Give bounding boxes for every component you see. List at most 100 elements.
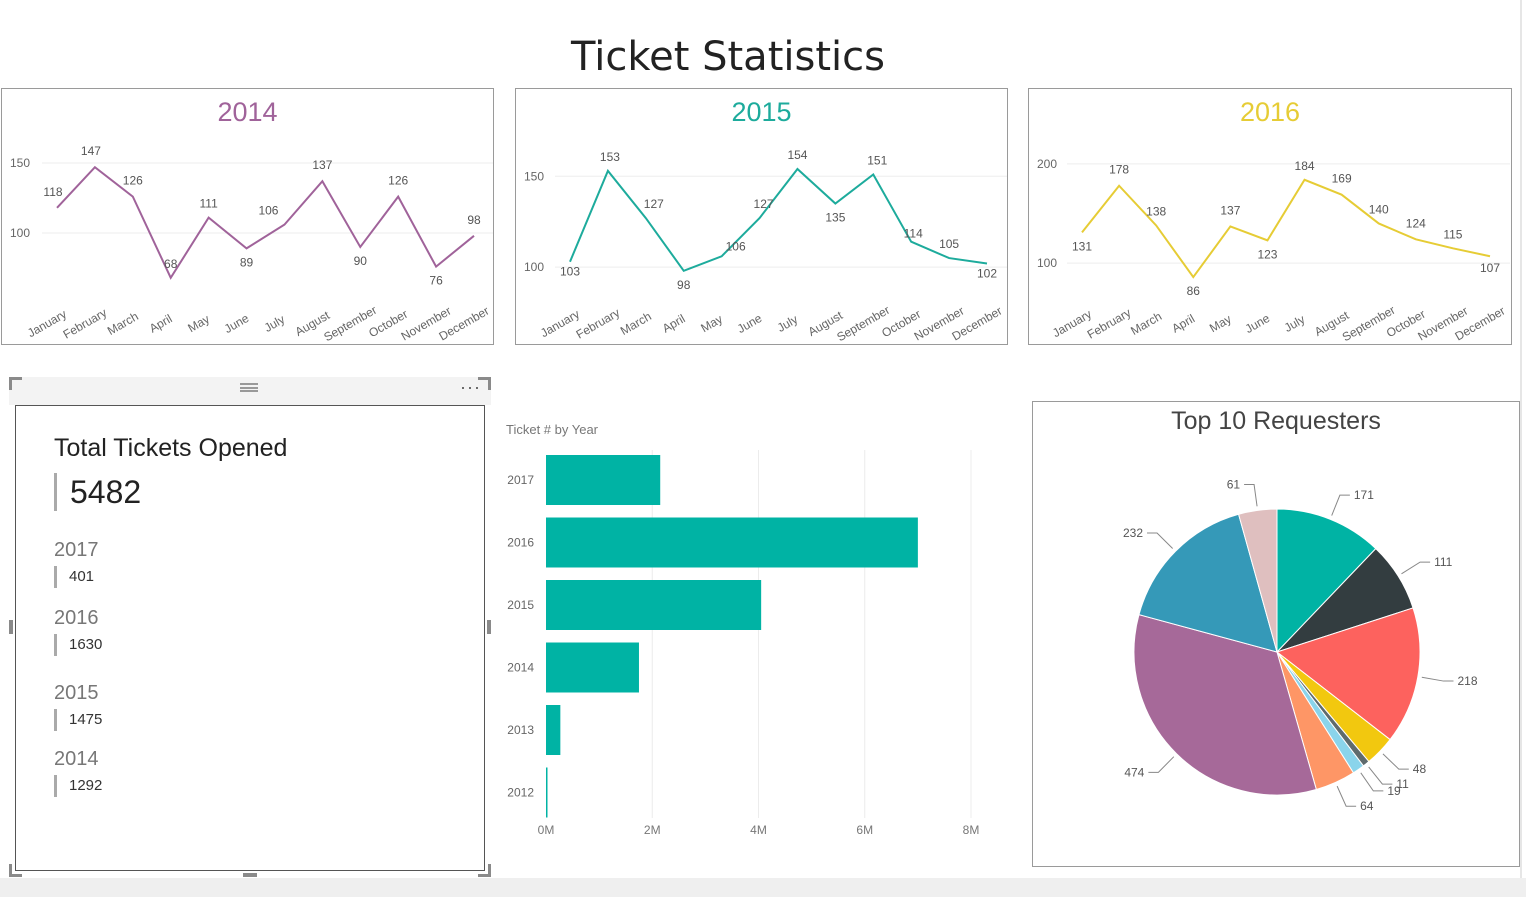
data-label: 111 — [200, 197, 219, 211]
pie-chart-title: Top 10 Requesters — [1171, 407, 1381, 435]
data-label: 178 — [1109, 163, 1129, 177]
resize-corner-top-left[interactable] — [9, 377, 22, 390]
y-tick-label: 150 — [10, 156, 30, 170]
data-label: 137 — [1220, 203, 1240, 217]
x-tick-label: May — [698, 312, 725, 335]
data-label: 76 — [429, 274, 443, 288]
resize-handle-left[interactable] — [9, 620, 13, 634]
leader-line — [1382, 753, 1409, 770]
data-label: 48 — [1413, 762, 1427, 776]
kpi-total-value: 5482 — [54, 473, 141, 511]
x-tick-label: July — [1282, 312, 1307, 335]
y-tick-label: 2016 — [507, 536, 534, 550]
resize-corner-bottom-right[interactable] — [478, 864, 491, 877]
resize-corner-bottom-left[interactable] — [9, 864, 22, 877]
data-label: 19 — [1387, 784, 1401, 798]
x-tick-label: February — [1085, 305, 1134, 341]
line-chart-2016-panel[interactable]: 2016 100 200 131 178 138 86 137 123 184 169 140 124… — [1028, 88, 1512, 345]
data-label: 115 — [1443, 227, 1462, 241]
kpi-year-value: 1292 — [54, 775, 102, 797]
data-label: 137 — [312, 158, 332, 172]
pie-chart-panel[interactable]: Top 10 Requesters 171 111 218 48 11 19 64 474 23… — [1032, 401, 1520, 867]
x-tick-label: May — [185, 312, 212, 335]
leader-line — [1147, 532, 1174, 549]
bottom-scroll-strip[interactable] — [0, 878, 1526, 897]
resize-handle-right[interactable] — [487, 620, 491, 634]
leader-line — [1421, 676, 1454, 682]
data-label: 89 — [240, 255, 254, 269]
leader-line — [1368, 766, 1393, 785]
data-label: 106 — [726, 239, 746, 253]
bar — [546, 455, 661, 505]
line-chart-2016: 100 200 131 178 138 86 137 123 184 169 140 124 115 10… — [1037, 157, 1510, 344]
series-line — [1081, 178, 1491, 279]
x-tick-label: 6M — [856, 823, 873, 837]
x-tick-label: June — [222, 311, 252, 336]
pie-slice — [1237, 508, 1278, 653]
kpi-year-value: 401 — [54, 566, 94, 588]
drag-grip-icon[interactable] — [240, 383, 258, 392]
bar — [546, 580, 762, 630]
data-label: 138 — [1146, 204, 1166, 218]
x-tick-label: February — [574, 305, 623, 341]
resize-corner-top-right[interactable] — [478, 377, 491, 390]
data-label: 98 — [677, 278, 691, 292]
leader-line — [1331, 494, 1350, 516]
leader-line — [1360, 772, 1384, 792]
data-label: 111 — [1434, 555, 1453, 569]
x-tick-label: July — [262, 312, 287, 335]
y-tick-label: 150 — [524, 169, 544, 183]
pie-slice — [1276, 508, 1377, 654]
pie-slice — [1133, 614, 1317, 796]
bar — [546, 705, 561, 755]
kpi-year-label: 2016 — [54, 607, 99, 629]
pie-slice — [1138, 513, 1278, 653]
data-label: 64 — [1360, 799, 1374, 813]
line-chart-2014-panel[interactable]: 2014 100 150 118 147 126 68 111 89 106 137 90 126 76… — [1, 88, 494, 345]
data-label: 127 — [644, 197, 664, 211]
data-label: 86 — [1187, 284, 1201, 298]
kpi-year-label: 2017 — [54, 539, 99, 561]
chart-title-2016: 2016 — [1239, 97, 1301, 127]
x-tick-label: September — [321, 303, 379, 344]
y-tick-label: 200 — [1037, 157, 1057, 171]
x-tick-label: April — [147, 311, 175, 335]
leader-line — [1401, 561, 1431, 575]
visual-header[interactable]: ··· — [9, 377, 491, 405]
more-options-icon[interactable]: ··· — [460, 377, 481, 397]
y-tick-label: 2012 — [507, 786, 534, 800]
leader-line — [1336, 785, 1357, 807]
kpi-card: Total Tickets Opened 5482 2017 401 2016 … — [15, 405, 485, 871]
line-chart-2015-panel[interactable]: 2015 100 150 103 153 127 98 106 127 154 135 151 114… — [515, 88, 1008, 345]
kpi-year-label: 2014 — [54, 748, 99, 770]
x-tick-label: April — [660, 311, 688, 335]
chart-title-2015: 2015 — [731, 97, 792, 127]
kpi-year-value: 1475 — [54, 709, 102, 731]
x-tick-label: January — [538, 307, 582, 340]
x-tick-label: July — [775, 312, 800, 335]
bar-chart-title: Ticket # by Year — [506, 422, 599, 437]
x-tick-label: March — [618, 309, 654, 338]
data-label: 114 — [904, 227, 923, 241]
data-label: 107 — [1480, 261, 1500, 275]
data-label: 61 — [1227, 478, 1241, 492]
data-label: 232 — [1123, 526, 1143, 540]
data-label: 126 — [123, 174, 143, 188]
kpi-card-focus[interactable]: ··· Total Tickets Opened 5482 2017 401 2… — [9, 377, 491, 877]
data-label: 169 — [1332, 172, 1352, 186]
bar — [546, 642, 639, 693]
pie-slice — [1275, 607, 1421, 741]
bar-chart-ticket-by-year[interactable]: 0M 2M 4M 6M 8M 2017 2016 2015 2014 2013 2012 — [500, 440, 1000, 860]
y-tick-label: 2013 — [507, 723, 534, 737]
x-tick-label: April — [1169, 311, 1197, 335]
bar — [546, 767, 548, 818]
drag-grip-line — [240, 387, 258, 389]
data-label: 103 — [560, 265, 580, 279]
x-tick-label: June — [735, 311, 765, 336]
data-label: 154 — [787, 148, 807, 162]
data-label: 123 — [1257, 247, 1277, 261]
resize-handle-bottom[interactable] — [243, 873, 257, 877]
line-chart-2015: 100 150 103 153 127 98 106 127 154 135 151 114 105 10… — [524, 148, 1007, 344]
chart-title-2014: 2014 — [217, 97, 278, 127]
x-tick-label: June — [1243, 311, 1273, 336]
